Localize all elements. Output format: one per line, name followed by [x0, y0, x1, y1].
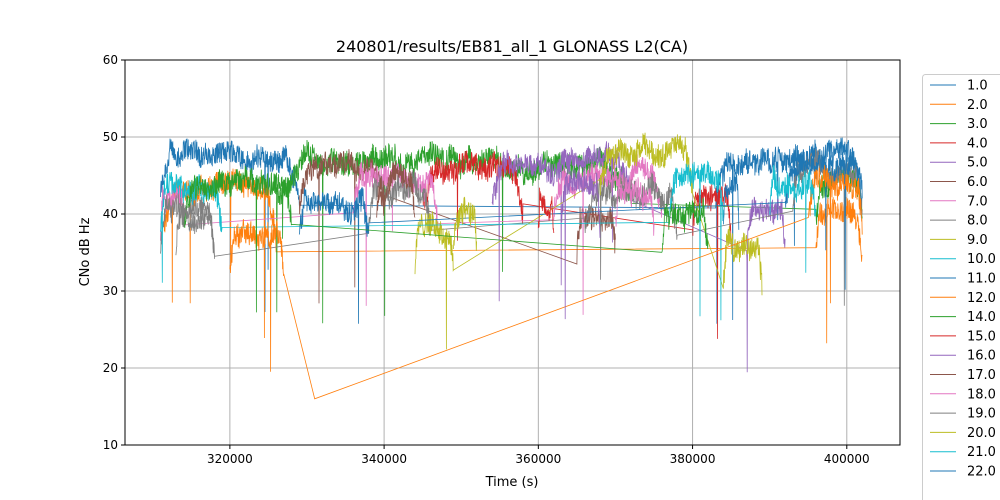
- legend-label: 7.0: [967, 194, 988, 209]
- series-line-9.0: [414, 132, 763, 350]
- series-line-20.0: [453, 196, 477, 252]
- legend-label: 14.0: [967, 310, 996, 325]
- legend-label: 18.0: [967, 387, 996, 402]
- legend-label: 8.0: [967, 214, 988, 229]
- legend-label: 12.0: [967, 291, 996, 306]
- legend-label: 22.0: [967, 465, 996, 480]
- x-tick-label: 340000: [361, 452, 407, 466]
- legend-label: 3.0: [967, 117, 988, 132]
- legend-label: 11.0: [967, 272, 996, 287]
- series-line-22.0: [723, 172, 740, 230]
- legend-label: 1.0: [967, 79, 988, 94]
- series-line-5.0: [491, 141, 786, 373]
- legend-label: 17.0: [967, 368, 996, 383]
- axis-ticks: 320000 340000 360000 380000 400000 10 20 30 40 50…: [103, 53, 870, 466]
- legend-label: 9.0: [967, 233, 988, 248]
- series-line-3.0: [275, 139, 863, 324]
- series-line-17.0: [376, 160, 416, 219]
- y-tick-label: 50: [103, 130, 118, 144]
- series-line-10.0: [160, 160, 724, 321]
- series-line-2.0: [163, 168, 863, 344]
- series-line-21.0: [769, 164, 817, 273]
- legend-label: 4.0: [967, 136, 988, 151]
- series-lines: [160, 132, 863, 400]
- series-line-18.0: [615, 177, 655, 236]
- legend-label: 10.0: [967, 252, 996, 267]
- series-line-16.0: [561, 169, 601, 320]
- series-line-12.0: [229, 165, 863, 400]
- y-tick-label: 20: [103, 361, 118, 375]
- y-axis-label: CNo dB Hz: [78, 217, 93, 286]
- x-tick-label: 400000: [824, 452, 870, 466]
- chart-title: 240801/results/EB81_all_1 GLONASS L2(CA): [336, 37, 688, 57]
- y-tick-label: 30: [103, 284, 118, 298]
- x-tick-label: 360000: [515, 452, 561, 466]
- legend-label: 19.0: [967, 407, 996, 422]
- legend: 1.0 2.0 3.0 4.0 5.0 6.0 7.0 8.0 9.0 10.0 11.0 12.0 1…: [922, 74, 1000, 500]
- series-line-15.0: [537, 187, 555, 234]
- y-tick-label: 40: [103, 207, 118, 221]
- y-tick-label: 10: [103, 438, 118, 452]
- y-tick-label: 60: [103, 53, 118, 67]
- plot-frame: [124, 59, 901, 446]
- x-axis-label: Time (s): [485, 475, 539, 490]
- series-line-19.0: [175, 201, 215, 259]
- legend-label: 21.0: [967, 445, 996, 460]
- legend-label: 15.0: [967, 329, 996, 344]
- series-line-14.0: [183, 165, 709, 313]
- legend-label: 2.0: [967, 98, 988, 113]
- legend-label: 6.0: [967, 175, 988, 190]
- x-tick-label: 320000: [207, 452, 253, 466]
- legend-label: 5.0: [967, 156, 988, 171]
- x-tick-label: 380000: [670, 452, 716, 466]
- legend-label: 20.0: [967, 426, 996, 441]
- legend-label: 16.0: [967, 349, 996, 364]
